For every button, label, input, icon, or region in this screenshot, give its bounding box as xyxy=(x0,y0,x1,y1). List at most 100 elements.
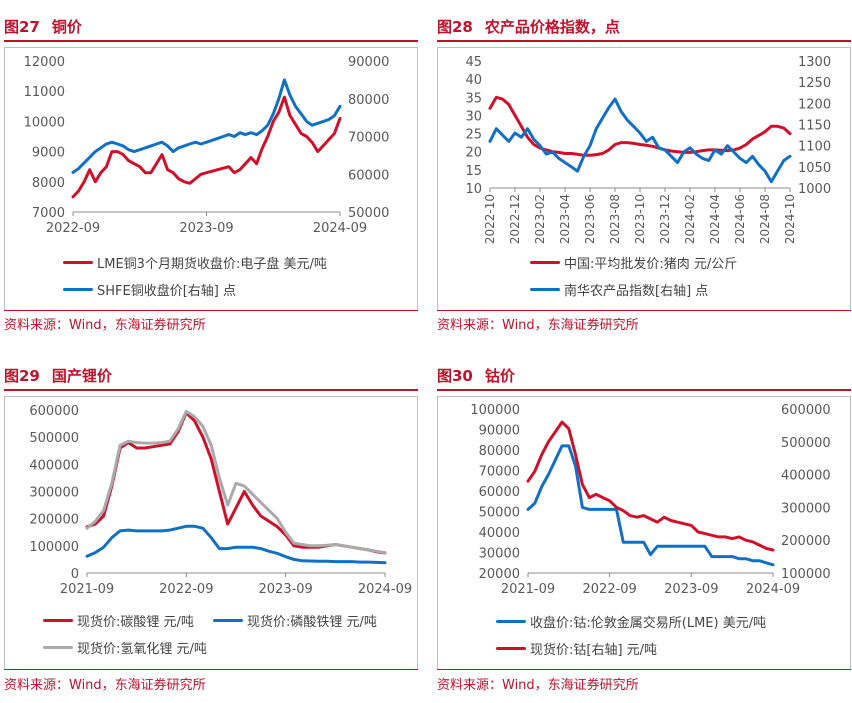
x-tick-label: 2024-06 xyxy=(733,194,747,244)
y-tick-label: 11000 xyxy=(24,85,65,100)
panel-agri: 图28 农产品价格指数，点 10 15 20 25 30 35 40 45 1000 1050 110… xyxy=(437,16,851,336)
x-tick-label: 2023-12 xyxy=(658,194,672,244)
panel-title: 图29 国产锂价 xyxy=(4,367,112,385)
y-tick-label: 70000 xyxy=(479,465,520,480)
x-tick-label: 2023-02 xyxy=(533,194,547,244)
x-tick-label: 2024-09 xyxy=(358,582,412,597)
y2-tick-label: 70000 xyxy=(348,131,389,146)
y-tick-label: 15 xyxy=(465,164,482,179)
y-tick-label: 20000 xyxy=(479,567,520,582)
legend-item: 现货价:碳酸锂 元/吨 xyxy=(43,611,194,630)
chart-copper: 7000 8000 9000 10000 11000 12000 50000 60000 700… xyxy=(24,55,390,236)
chart-lithium: 0 100000 200000 300000 400000 500000 600000 202… xyxy=(29,404,412,597)
y-tick-label: 40 xyxy=(465,73,482,88)
y2-tick-label: 1100 xyxy=(798,140,831,155)
panel-title: 图27 铜价 xyxy=(4,18,82,36)
chart-cobalt: 20000 30000 40000 50000 60000 70000 80000 90000… xyxy=(470,403,831,597)
y2-tick-label: 90000 xyxy=(348,55,389,70)
x-tick-label: 2024-09 xyxy=(313,221,367,236)
panel-copper: 图27 铜价 7000 8000 9000 10000 11000 12000 50000 60… xyxy=(4,16,418,336)
y2-tick-label: 50000 xyxy=(348,206,389,221)
source-note: 资料来源：Wind，东海证券研究所 xyxy=(4,318,206,333)
y-tick-label: 45 xyxy=(465,55,482,70)
y-tick-label: 300000 xyxy=(29,486,79,501)
y-tick-label: 30 xyxy=(465,109,482,124)
y-tick-label: 35 xyxy=(465,91,482,106)
chart-frame: 7000 8000 9000 10000 11000 12000 50000 60000 700… xyxy=(4,47,418,311)
x-tick-label: 2024-10 xyxy=(783,194,797,244)
series-line xyxy=(85,524,387,565)
y2-tick-label: 600000 xyxy=(781,403,831,418)
series-line xyxy=(526,420,775,552)
y-tick-label: 10000 xyxy=(24,115,65,130)
y-tick-label: 9000 xyxy=(32,146,65,161)
y-tick-label: 100000 xyxy=(470,403,520,418)
series-line xyxy=(71,78,342,174)
series-line xyxy=(488,95,792,157)
x-tick-label: 2022-09 xyxy=(583,582,637,597)
y2-tick-label: 1300 xyxy=(798,55,831,70)
series-line xyxy=(526,444,775,567)
x-tick-label: 2023-09 xyxy=(664,582,718,597)
y2-tick-label: 200000 xyxy=(781,534,831,549)
x-tick-label: 2023-06 xyxy=(583,194,597,244)
chart-frame: 0 100000 200000 300000 400000 500000 600000 202… xyxy=(4,396,418,670)
y2-tick-label: 1200 xyxy=(798,97,831,112)
y-tick-label: 100000 xyxy=(29,540,79,555)
panel-title: 图30 钴价 xyxy=(437,367,515,385)
x-tick-label: 2021-09 xyxy=(501,582,555,597)
x-tick-label: 2022-10 xyxy=(483,194,497,244)
x-tick-label: 2023-04 xyxy=(558,194,572,244)
y-tick-label: 600000 xyxy=(29,404,79,419)
y2-tick-label: 80000 xyxy=(348,93,389,108)
y-tick-label: 40000 xyxy=(479,526,520,541)
panel-cobalt: 图30 钴价 20000 30000 40000 50000 60000 70000 8000… xyxy=(437,365,851,700)
x-tick-label: 2024-08 xyxy=(758,194,772,244)
chart-frame: 20000 30000 40000 50000 60000 70000 80000 90000… xyxy=(437,396,851,670)
y2-tick-label: 1050 xyxy=(798,161,831,176)
x-tick-label: 2022-09 xyxy=(159,582,213,597)
x-tick-label: 2024-09 xyxy=(746,582,800,597)
legend-item: 现货价:氢氧化锂 元/吨 xyxy=(43,638,207,657)
y2-tick-label: 1150 xyxy=(798,119,831,134)
legend-item: 南华农产品指数[右轴] 点 xyxy=(530,280,708,299)
y-tick-label: 12000 xyxy=(24,55,65,70)
y-tick-label: 500000 xyxy=(29,431,79,446)
x-tick-label: 2024-04 xyxy=(708,194,722,244)
x-tick-label: 2023-09 xyxy=(259,582,313,597)
panel-lithium: 图29 国产锂价 0 100000 200000 300000 400000 500000 6… xyxy=(4,365,418,700)
series-line xyxy=(488,97,792,184)
source-note: 资料来源：Wind，东海证券研究所 xyxy=(437,678,639,693)
y-tick-label: 8000 xyxy=(32,176,65,191)
series-line xyxy=(71,95,342,199)
y-tick-label: 80000 xyxy=(479,444,520,459)
source-note: 资料来源：Wind，东海证券研究所 xyxy=(4,678,206,693)
panel-title: 图28 农产品价格指数，点 xyxy=(437,18,620,36)
y2-tick-label: 1250 xyxy=(798,76,831,91)
x-tick-label: 2023-09 xyxy=(179,221,233,236)
legend-item: 中国:平均批发价:猪肉 元/公斤 xyxy=(530,253,737,272)
y2-tick-label: 400000 xyxy=(781,469,831,484)
y-tick-label: 60000 xyxy=(479,485,520,500)
legend-item: 收盘价:钴:伦敦金属交易所(LME) 美元/吨 xyxy=(496,612,766,631)
x-tick-label: 2021-09 xyxy=(60,582,114,597)
y-tick-label: 90000 xyxy=(479,424,520,439)
y2-tick-label: 1000 xyxy=(798,182,831,197)
y-tick-label: 20 xyxy=(465,146,482,161)
x-tick-label: 2022-12 xyxy=(508,194,522,244)
series-line xyxy=(85,409,387,555)
y-tick-label: 30000 xyxy=(479,547,520,562)
chart-agri: 10 15 20 25 30 35 40 45 1000 1050 1100 1150 1200 1250… xyxy=(465,55,831,244)
y-tick-label: 200000 xyxy=(29,513,79,528)
x-tick-label: 2024-02 xyxy=(683,194,697,244)
y-tick-label: 7000 xyxy=(32,206,65,221)
y-tick-label: 50000 xyxy=(479,506,520,521)
source-note: 资料来源：Wind，东海证券研究所 xyxy=(437,318,639,333)
y2-tick-label: 60000 xyxy=(348,168,389,183)
x-tick-label: 2023-10 xyxy=(633,194,647,244)
legend-item: 现货价:钴[右轴] 元/吨 xyxy=(496,639,657,658)
y2-tick-label: 300000 xyxy=(781,501,831,516)
y2-tick-label: 500000 xyxy=(781,436,831,451)
y-tick-label: 25 xyxy=(465,128,482,143)
y-tick-label: 400000 xyxy=(29,458,79,473)
